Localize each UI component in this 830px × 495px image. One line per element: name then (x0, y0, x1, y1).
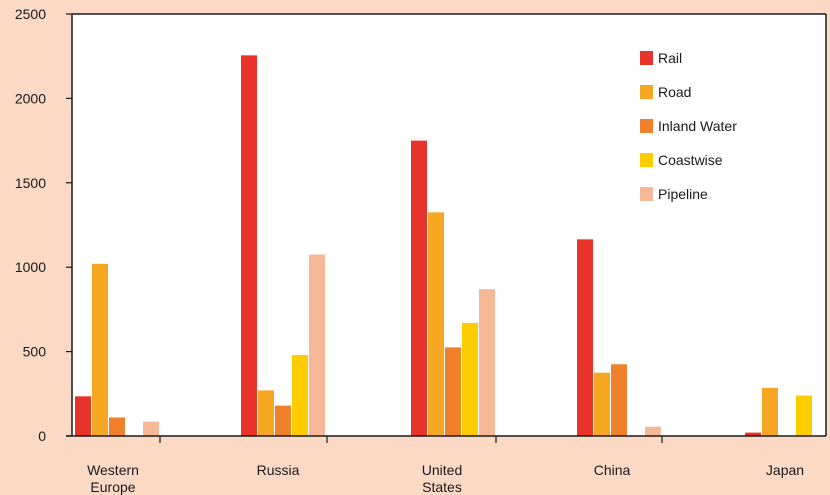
bar-pipeline-united-states (479, 289, 495, 436)
legend-swatch-pipeline (640, 187, 653, 201)
legend-swatch-inland-water (640, 119, 653, 133)
bar-inland-water-russia (275, 405, 291, 436)
y-tick-label-2000: 2000 (15, 90, 46, 106)
legend-label-rail: Rail (658, 50, 682, 66)
bar-road-western-europe (92, 263, 108, 436)
y-tick-label-0: 0 (38, 428, 46, 444)
legend-swatch-coastwise (640, 153, 653, 167)
x-tick-label-western-europe: Western Europe (87, 462, 139, 495)
bar-inland-water-china (611, 364, 627, 436)
axes-group: 0 500 1000 1500 2000 2500 Western Europe Russia U… (15, 6, 827, 495)
bar-rail-japan (745, 432, 761, 436)
bar-pipeline-western-europe (143, 421, 159, 436)
bar-rail-united-states (411, 140, 427, 436)
legend-swatch-rail (640, 51, 653, 65)
bar-pipeline-china (645, 426, 661, 436)
bars-group (75, 55, 812, 437)
y-tick-label-2500: 2500 (15, 6, 46, 22)
bar-road-china (594, 372, 610, 436)
bar-coastwise-united-states (462, 322, 478, 436)
bar-inland-water-united-states (445, 347, 461, 436)
x-tick-label-japan: Japan (766, 462, 804, 478)
legend-swatch-road (640, 85, 653, 99)
x-tick-label-russia: Russia (257, 462, 300, 478)
y-tick-label-1000: 1000 (15, 259, 46, 275)
x-tick-label-china: China (594, 462, 631, 478)
bar-rail-western-europe (75, 396, 91, 436)
legend: Rail Road Inland Water Coastwise Pipeline (640, 50, 737, 202)
bar-coastwise-japan (796, 395, 812, 436)
bar-road-united-states (428, 212, 444, 436)
x-tick-label-united-states: United States (422, 462, 462, 495)
bar-rail-china (577, 239, 593, 436)
y-tick-label-500: 500 (23, 344, 47, 360)
bar-road-russia (258, 390, 274, 436)
legend-label-inland-water: Inland Water (658, 118, 737, 134)
bar-road-japan (762, 387, 778, 436)
bar-rail-russia (241, 55, 257, 437)
bar-inland-water-western-europe (109, 417, 125, 436)
legend-label-coastwise: Coastwise (658, 152, 723, 168)
legend-label-road: Road (658, 84, 691, 100)
bar-coastwise-russia (292, 354, 308, 436)
y-tick-label-1500: 1500 (15, 175, 46, 191)
bar-pipeline-russia (309, 254, 325, 436)
legend-label-pipeline: Pipeline (658, 186, 708, 202)
